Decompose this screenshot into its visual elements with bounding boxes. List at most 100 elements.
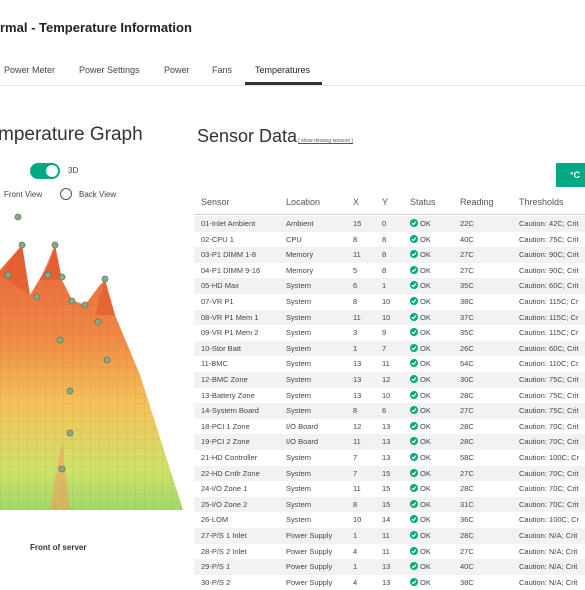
cell-reading: 35C <box>460 281 474 291</box>
cell-x: 5 <box>353 265 358 275</box>
column-header-sensor[interactable]: Sensor <box>201 197 230 207</box>
cell-reading: 36C <box>460 515 474 525</box>
cell-sensor: 29-P/S 1 <box>201 562 231 572</box>
ok-status-icon <box>410 484 418 493</box>
table-row[interactable]: 05-HD Max System 6 1 OK 35C Caution: 60C; Crit <box>194 278 585 294</box>
cell-location: Power Supply <box>286 531 333 540</box>
table-row[interactable]: 12-BMC Zone System 13 12 OK 30C Caution: 75C; … <box>194 372 585 388</box>
tab-fans[interactable]: Fans <box>212 65 233 75</box>
ok-status-icon <box>410 359 418 368</box>
table-row[interactable]: 04-P1 DIMM 9-16 Memory 5 8 OK 27C Caution: 90C… <box>194 263 585 279</box>
temperature-3d-graph[interactable] <box>0 205 190 520</box>
cell-thresholds: Caution: 110C; Cr <box>519 359 579 369</box>
table-row[interactable]: 08-VR P1 Mem 1 System 11 10 OK 37C Caution: 11… <box>194 309 585 326</box>
cell-x: 1 <box>353 531 358 540</box>
column-header-location[interactable]: Location <box>286 197 321 207</box>
column-header-x[interactable]: X <box>353 197 360 207</box>
sensor-data-title: Sensor Data <box>197 126 298 146</box>
cell-sensor: 10-Stor Batt <box>201 343 242 353</box>
table-row[interactable]: 30-P/S 2 Power Supply 4 13 OK 38C Caution: N/A… <box>194 575 585 590</box>
cell-status: OK <box>420 546 431 556</box>
cell-status: OK <box>420 343 431 353</box>
ok-status-icon <box>410 234 418 243</box>
cell-status: OK <box>420 297 431 306</box>
table-row[interactable]: 27-P/S 1 Inlet Power Supply 1 11 OK 28C Cautio… <box>194 528 585 544</box>
column-header-status[interactable]: Status <box>410 197 436 207</box>
table-row[interactable]: 09-VR P1 Mem 2 System 3 9 OK 35C Caution: 115C… <box>194 325 585 341</box>
column-header-y[interactable]: Y <box>382 197 389 207</box>
cell-y: 13 <box>382 437 391 447</box>
cell-y: 15 <box>382 468 391 478</box>
table-row[interactable]: 02-CPU 1 CPU 8 8 OK 40C Caution: 75C; Crit <box>194 232 585 248</box>
table-row[interactable]: 03-P1 DIMM 1-8 Memory 11 8 OK 27C Caution: 90C… <box>194 247 585 263</box>
cell-status: OK <box>420 219 431 228</box>
table-row[interactable]: 10-Stor Batt System 1 7 OK 26C Caution: 60C; C… <box>194 340 585 357</box>
cell-location: System <box>286 359 312 369</box>
cell-status: OK <box>420 531 431 540</box>
cell-reading: 22C <box>460 219 474 228</box>
cell-status: OK <box>420 281 431 291</box>
cell-sensor: 02-CPU 1 <box>201 234 234 244</box>
ok-status-icon <box>410 265 418 274</box>
ok-status-icon <box>410 219 418 227</box>
cell-y: 12 <box>382 375 391 384</box>
tab-temperatures[interactable]: Temperatures <box>255 65 311 75</box>
cell-thresholds: Caution: 60C; Crit <box>519 281 579 291</box>
table-row[interactable]: 25-I/O Zone 2 System 8 15 OK 31C Caution: 70C;… <box>194 496 585 513</box>
table-row[interactable]: 22-HD Cntlr Zone System 7 15 OK 27C Caution: 7… <box>194 465 585 482</box>
tab-power-meter[interactable]: Power Meter <box>4 65 56 75</box>
3d-toggle[interactable] <box>30 163 60 179</box>
tab-power-settings[interactable]: Power Settings <box>79 65 140 75</box>
cell-x: 13 <box>353 375 362 384</box>
table-row[interactable]: 11-BMC System 13 11 OK 54C Caution: 110C; Cr <box>194 356 585 372</box>
table-row[interactable]: 13-Battery Zone System 13 10 OK 28C Caution: 7… <box>194 388 585 404</box>
table-row[interactable]: 01-Inlet Ambient Ambient 15 0 OK 22C Caution: … <box>194 216 585 232</box>
cell-x: 13 <box>353 390 362 400</box>
show-missing-sensors-link[interactable]: ( show missing sensors ) <box>298 138 354 144</box>
ok-status-icon <box>410 343 418 352</box>
cell-y: 8 <box>382 234 387 244</box>
ok-status-icon <box>410 515 418 524</box>
cell-x: 8 <box>353 234 358 244</box>
table-row[interactable]: 28-P/S 2 Inlet Power Supply 4 11 OK 27C Cautio… <box>194 544 585 560</box>
celsius-unit-button[interactable]: °C <box>556 163 585 187</box>
back-view-label[interactable]: Back View <box>79 190 117 199</box>
table-row[interactable]: 07-VR P1 System 8 10 OK 38C Caution: 115C; Cr <box>194 294 585 310</box>
back-view-radio[interactable] <box>60 188 72 200</box>
table-row[interactable]: 19-PCI 2 Zone I/O Board 11 13 OK 28C Caution: … <box>194 434 585 450</box>
column-header-thresholds[interactable]: Thresholds <box>519 197 564 207</box>
cell-reading: 27C <box>460 546 474 556</box>
cell-thresholds: Caution: 100C; Cr <box>519 515 580 525</box>
cell-location: System <box>286 468 312 478</box>
cell-x: 12 <box>353 421 362 431</box>
column-header-reading[interactable]: Reading <box>460 197 494 207</box>
cell-x: 8 <box>353 499 358 509</box>
cell-thresholds: Caution: 70C; Crit <box>519 484 579 494</box>
cell-thresholds: Caution: N/A; Crit <box>519 531 578 540</box>
table-row[interactable]: 29-P/S 1 Power Supply 1 13 OK 40C Caution: N/A… <box>194 559 585 575</box>
table-row[interactable]: 24-I/O Zone 1 System 11 15 OK 28C Caution: 70C… <box>194 481 585 497</box>
cell-reading: 26C <box>460 343 474 353</box>
cell-y: 8 <box>382 265 387 275</box>
table-row[interactable]: 21-HD Controller System 7 13 OK 58C Caution: 1… <box>194 450 585 466</box>
cell-y: 11 <box>382 359 390 369</box>
cell-sensor: 22-HD Cntlr Zone <box>201 468 260 478</box>
table-row[interactable]: 26-LOM System 10 14 OK 36C Caution: 100C; Cr <box>194 512 585 528</box>
table-row[interactable]: 18-PCI 1 Zone I/O Board 12 13 OK 28C Caution: … <box>194 419 585 435</box>
cell-thresholds: Caution: 70C; Crit <box>519 468 579 478</box>
cell-thresholds: Caution: 115C; Cr <box>519 328 579 338</box>
cell-sensor: 12-BMC Zone <box>201 375 248 384</box>
cell-status: OK <box>420 468 431 478</box>
cell-y: 11 <box>382 546 390 556</box>
cell-status: OK <box>420 577 431 587</box>
cell-sensor: 30-P/S 2 <box>201 577 231 587</box>
cell-reading: 27C <box>460 406 474 416</box>
cell-thresholds: Caution: 75C; Crit <box>519 234 579 244</box>
table-row[interactable]: 14-System Board System 8 6 OK 27C Caution: 75C… <box>194 403 585 419</box>
cell-sensor: 25-I/O Zone 2 <box>201 499 248 509</box>
ok-status-icon <box>410 297 418 305</box>
toggle-knob <box>46 165 58 177</box>
tab-power[interactable]: Power <box>164 65 190 75</box>
ok-status-icon <box>410 562 418 571</box>
front-view-label[interactable]: Front View <box>4 190 43 199</box>
